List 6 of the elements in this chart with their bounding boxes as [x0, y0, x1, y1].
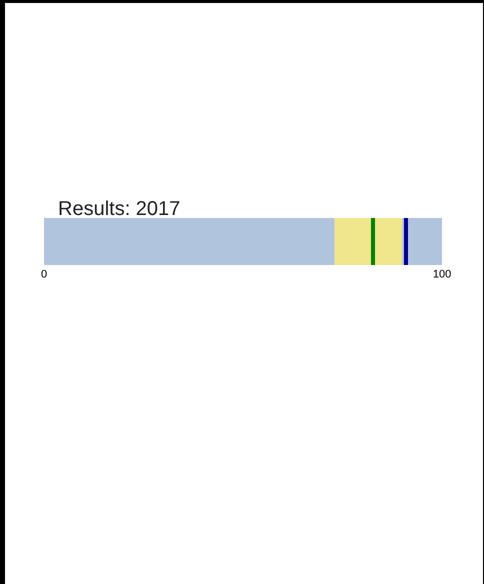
bar [334, 218, 402, 265]
x-tick-label: 0 [40, 268, 48, 280]
chart-title: Results: 2017 [58, 198, 180, 220]
bar [402, 218, 442, 265]
bar [44, 218, 335, 265]
x-tick-label: 100 [432, 268, 452, 280]
